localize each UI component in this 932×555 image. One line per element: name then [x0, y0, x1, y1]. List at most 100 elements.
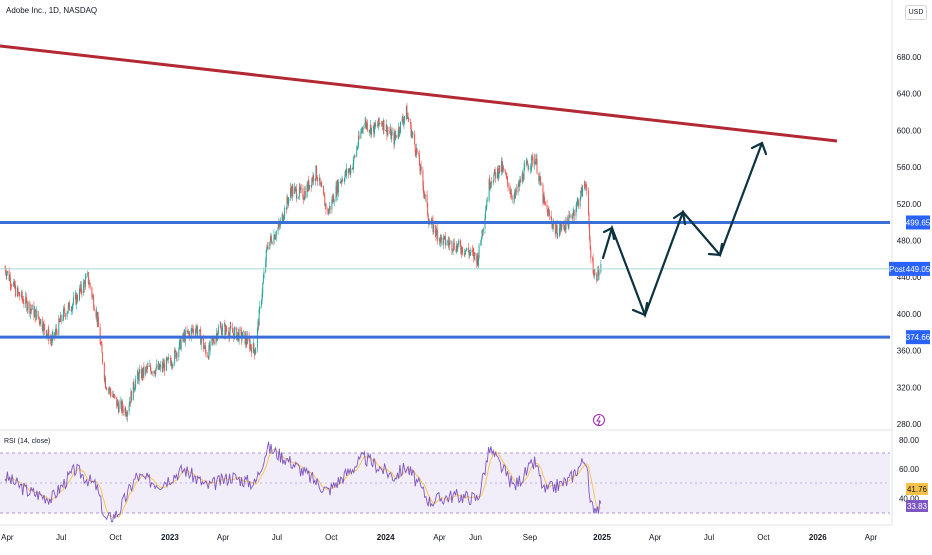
candle-body	[76, 295, 78, 305]
candle-body	[116, 401, 118, 407]
candle-body	[560, 227, 562, 231]
candle-body	[408, 118, 410, 122]
candle-body	[304, 191, 306, 198]
candle-body	[171, 364, 173, 366]
candle-body	[209, 342, 211, 350]
candle-body	[360, 131, 362, 139]
time-tick-label: Jul	[704, 533, 714, 542]
candle-body	[480, 239, 482, 240]
candle-body	[340, 181, 342, 182]
candle-body	[345, 170, 347, 175]
candle-body	[356, 148, 358, 149]
candle-body	[571, 216, 573, 219]
candle-body	[514, 192, 516, 196]
candle-body	[489, 186, 491, 187]
candle-body	[544, 201, 546, 202]
candle-body	[580, 187, 582, 192]
candle-body	[282, 219, 284, 222]
candle-body	[357, 135, 359, 146]
candle-body	[87, 272, 89, 283]
candle-body	[546, 205, 548, 210]
price-level-tag-bg	[906, 215, 930, 230]
candle-body	[560, 224, 562, 231]
candle-body	[257, 321, 259, 329]
candle-body	[103, 363, 105, 380]
candle-body	[50, 339, 52, 341]
candle-body	[585, 186, 587, 188]
candle-body	[162, 363, 164, 370]
candle-body	[176, 353, 178, 357]
candle-body	[407, 116, 409, 119]
candle-body	[263, 271, 265, 279]
candle-body	[474, 252, 476, 257]
candle-body	[116, 396, 118, 407]
candle-body	[149, 365, 151, 370]
candle-body	[558, 228, 560, 236]
candle-body	[472, 249, 474, 252]
candle-body	[64, 308, 66, 314]
candle-body	[539, 176, 541, 178]
candle-body	[486, 200, 488, 202]
candle-body	[424, 194, 426, 197]
candle-body	[207, 355, 209, 357]
candle-body	[328, 209, 330, 214]
price-tick-label: 480.00	[897, 237, 922, 246]
candle-body	[164, 363, 166, 371]
candle-body	[581, 187, 583, 197]
candle-body	[362, 127, 364, 129]
candle-body	[308, 180, 310, 190]
candle-body	[288, 197, 290, 204]
candle-body	[161, 364, 163, 370]
candle-body	[186, 330, 188, 333]
candle-body	[538, 177, 540, 182]
candle-body	[274, 234, 276, 240]
candle-body	[281, 214, 283, 221]
candle-body	[188, 332, 190, 338]
candle-body	[18, 292, 20, 296]
candle-body	[291, 190, 293, 197]
rsi-ma-value: 41.76	[907, 485, 928, 494]
candle-body	[434, 224, 436, 234]
candle-body	[462, 247, 464, 254]
candle-body	[379, 123, 381, 124]
event-lightning-icon[interactable]	[593, 414, 605, 426]
candle-body	[511, 196, 513, 200]
candle-body	[391, 132, 393, 134]
candle-body	[35, 310, 37, 320]
candle-body	[38, 317, 40, 318]
candle-body	[402, 121, 404, 124]
candle-body	[426, 194, 428, 203]
candle-body	[224, 325, 226, 335]
candle-body	[143, 366, 145, 375]
candle-body	[477, 255, 479, 266]
candle-body	[373, 125, 375, 135]
candle-body	[307, 184, 309, 191]
candle-body	[230, 326, 232, 329]
candle-body	[531, 155, 533, 167]
candle-body	[80, 284, 82, 291]
candle-body	[234, 327, 236, 330]
candle-body	[511, 193, 513, 197]
candle-body	[67, 305, 69, 312]
candle-body	[158, 363, 160, 369]
candle-body	[460, 250, 462, 254]
candle-body	[255, 348, 257, 354]
trendline[interactable]	[0, 44, 838, 143]
rsi-indicator-label[interactable]: RSI (14, close)	[4, 438, 51, 445]
candle-body	[561, 223, 563, 228]
candle-body	[219, 326, 221, 328]
candle-body	[551, 223, 553, 228]
candle-body	[18, 292, 20, 294]
candle-body	[58, 318, 60, 335]
candle-body	[207, 356, 209, 359]
candle-body	[401, 117, 403, 122]
candle-body	[325, 203, 327, 210]
candle-body	[398, 126, 400, 135]
candle-body	[159, 364, 161, 368]
rsi-line	[4, 441, 602, 523]
candle-body	[262, 283, 264, 294]
currency-button[interactable]: USD	[905, 5, 927, 20]
candle-body	[137, 371, 139, 375]
